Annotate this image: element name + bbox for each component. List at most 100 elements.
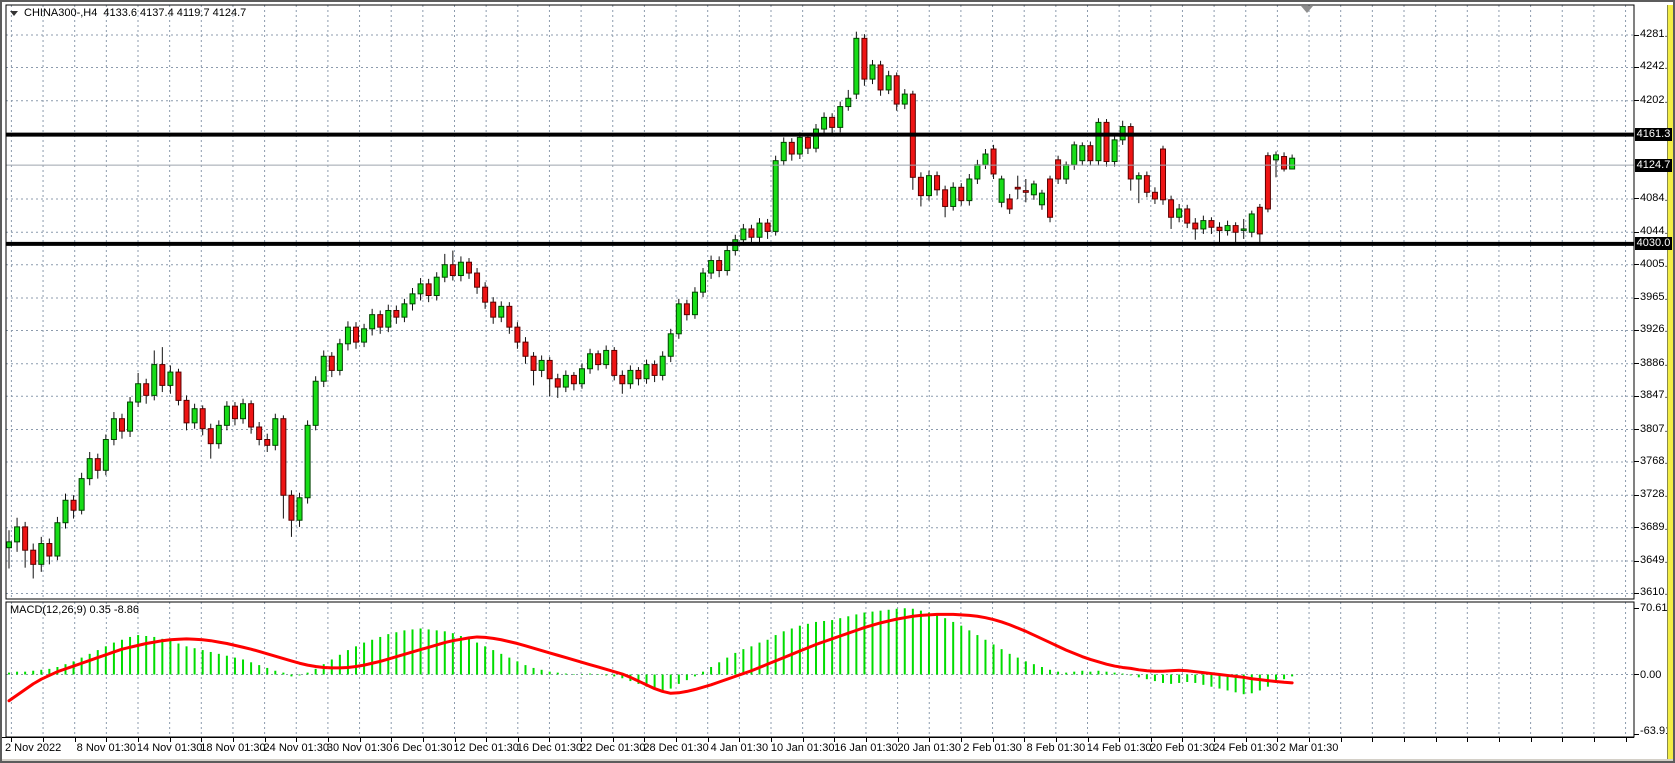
time-axis-tick [232,738,234,742]
chart-shift-marker-icon[interactable] [1301,6,1313,13]
candle-body [708,260,715,274]
candle-body [1135,175,1142,180]
time-axis-tick [581,738,583,742]
time-axis-tick [865,738,867,742]
candle-body [659,355,666,376]
time-axis-tick [1055,738,1057,742]
price-axis-tick [1634,560,1639,562]
time-axis-tick [1625,738,1627,742]
candle-body [748,228,755,238]
price-axis-label: 3807.0 [1640,422,1674,435]
candle-body [998,178,1005,203]
time-axis-label: 28 Dec 01:30 [643,742,709,754]
price-axis-tick [1634,429,1639,430]
candle-body [207,428,214,445]
macd-axis-tick [1634,607,1639,609]
time-axis-tick [138,738,139,742]
candle-body [1208,220,1215,228]
candle-body [570,374,577,385]
time-axis-label: 8 Nov 01:30 [76,742,137,754]
candle-body [1063,164,1070,180]
candle-body [619,374,626,385]
candle-body [1289,157,1296,170]
candle-body [135,383,142,403]
candle-body [94,458,101,471]
time-axis-tick [1435,738,1437,742]
candle-body [256,426,263,440]
time-axis-tick [1404,738,1405,742]
price-axis-label: 3768.0 [1640,454,1674,467]
symbol-dropdown-icon[interactable] [10,10,18,16]
candle-body [635,369,642,380]
candle-body [490,301,497,318]
candle-body [167,371,174,386]
candle-body [70,499,77,511]
price-axis-tick [1634,100,1639,102]
candle-body [974,164,981,180]
candle-body [280,418,287,496]
price-axis-tick [1634,527,1639,529]
candle-body [304,424,311,499]
time-axis-tick [201,738,203,742]
time-axis-tick [486,738,488,742]
candle-body [369,314,376,330]
candle-body [385,309,392,328]
candle-body [199,408,206,430]
candle-body [1184,208,1191,224]
price-axis-tick [1634,297,1639,299]
candle-body [804,136,811,149]
time-axis-tick [707,738,709,742]
candle-body [1168,199,1175,218]
time-axis-tick [327,738,329,742]
time-axis-label: 24 Feb 01:30 [1213,742,1279,754]
candle-body [425,283,432,297]
time-axis-tick [897,738,899,742]
candle-body [1176,208,1183,218]
time-axis-tick [992,738,994,742]
time-axis-label: 8 Feb 01:30 [1026,742,1086,754]
time-axis-tick [1467,738,1469,742]
candle-body [780,141,787,162]
candle-body [821,116,828,130]
candle-body [1264,155,1271,210]
candle-body [756,222,763,238]
candle-body [248,403,255,428]
price-axis-tick [1634,395,1639,397]
candle-body [514,326,521,343]
macd-axis-tick [1634,674,1639,675]
price-axis-tick [1634,198,1639,200]
candle-body [691,291,698,316]
candle-body [1022,190,1029,193]
candle-body [240,403,247,420]
candle-body [231,405,238,420]
time-axis-tick [1340,738,1342,742]
price-axis-tick [1634,66,1639,68]
time-axis-tick [739,738,741,742]
time-axis-tick [1024,738,1026,742]
time-axis-label: 18 Nov 01:30 [200,742,266,754]
time-axis-label: 14 Nov 01:30 [136,742,203,754]
candle-body [1038,192,1045,206]
price-axis-tick [1634,329,1639,331]
candle-body [587,353,594,370]
candle-body [942,189,949,207]
macd-axis-label: -63.91 [1640,725,1672,737]
candle-body [966,178,973,202]
candle-body [853,37,860,95]
candle-body [183,399,190,424]
candle-body [1281,156,1288,170]
candle-body [353,326,360,343]
time-axis-tick [1150,738,1152,742]
time-axis-label: 2 Nov 2022 [5,742,62,754]
time-axis-tick [1182,738,1184,742]
time-axis-label: 6 Dec 01:30 [393,742,453,754]
candle-body [869,64,876,80]
candle-body [127,401,134,432]
time-axis-label: 4 Jan 01:30 [710,742,769,754]
time-axis-tick [391,738,393,742]
candle-body [829,116,836,128]
time-axis-label: 16 Dec 01:30 [516,742,583,754]
time-axis-label: 12 Dec 01:30 [453,742,519,754]
price-axis-label: 3886.0 [1640,356,1674,369]
